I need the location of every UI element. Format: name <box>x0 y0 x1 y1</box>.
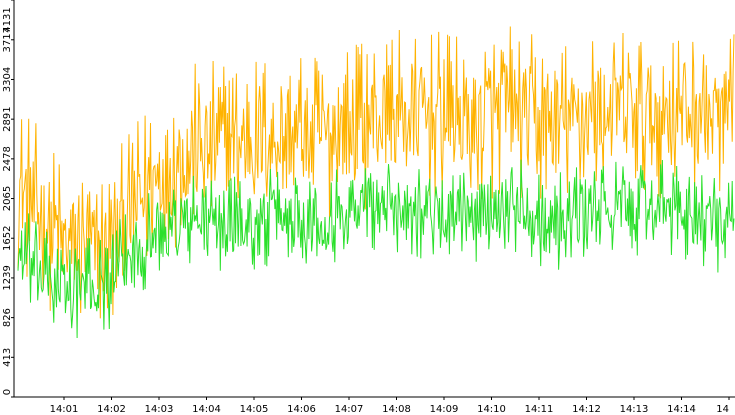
x-tick-label: 14:01 <box>50 404 79 415</box>
x-tick-label: 14:13 <box>620 404 649 415</box>
x-tick-label: 14:09 <box>430 404 459 415</box>
x-tick-label: 14:14 <box>667 404 696 415</box>
x-tick-label: 14:04 <box>192 404 221 415</box>
x-tick-label: 14:07 <box>335 404 364 415</box>
x-tick-label: 14:05 <box>240 404 269 415</box>
y-tick-label: 3717 <box>2 27 13 52</box>
y-tick-label: 826 <box>2 308 13 327</box>
y-tick-label: 1652 <box>2 226 13 251</box>
x-tick-label: 14:02 <box>97 404 126 415</box>
y-tick-label: 2065 <box>2 186 13 211</box>
x-tick-label: 14:06 <box>287 404 316 415</box>
x-tick-label: 14:03 <box>145 404 174 415</box>
series-layer <box>17 26 735 339</box>
y-tick-label: 3304 <box>2 67 13 92</box>
x-tick-label: 14:11 <box>525 404 554 415</box>
y-tick-label: 4131 <box>2 7 13 32</box>
x-tick-label: 14:08 <box>382 404 411 415</box>
series-line-1 <box>17 26 735 319</box>
y-tick-label: 1239 <box>2 265 13 290</box>
y-tick-label: 413 <box>2 348 13 367</box>
x-axis-ticks: 14:01 14:02 14:03 14:04 14:05 14:06 14:07 14:08… <box>50 397 730 415</box>
series-line-2 <box>17 159 735 339</box>
y-tick-label: 2478 <box>2 146 13 171</box>
x-tick-label: 14 <box>716 404 729 415</box>
y-tick-label: 0 <box>2 389 13 395</box>
x-tick-label: 14:10 <box>477 404 506 415</box>
y-tick-label: 2891 <box>2 106 13 131</box>
x-tick-label: 14:12 <box>572 404 601 415</box>
